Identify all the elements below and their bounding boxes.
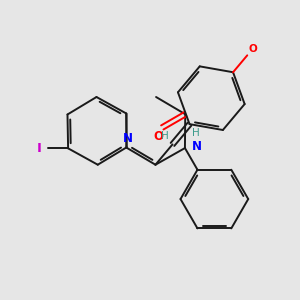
Text: O: O xyxy=(249,44,257,54)
Text: I: I xyxy=(37,142,42,155)
Text: O: O xyxy=(153,130,163,143)
Text: H: H xyxy=(161,131,169,141)
Text: N: N xyxy=(192,140,202,153)
Text: N: N xyxy=(123,132,133,145)
Text: H: H xyxy=(192,128,200,138)
